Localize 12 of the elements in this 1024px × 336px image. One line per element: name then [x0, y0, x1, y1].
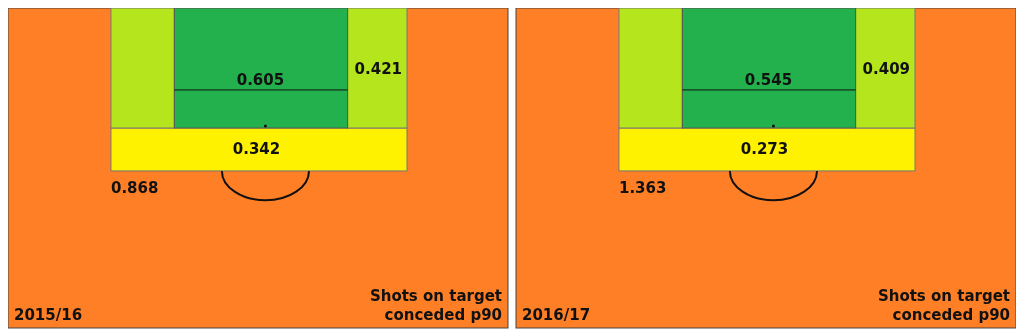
data-label: 0.342: [232, 140, 281, 159]
data-label: 0.868: [110, 179, 159, 198]
data-label: 0.273: [740, 140, 789, 159]
data-label: 1.363: [618, 179, 667, 198]
data-label: 0.409: [862, 60, 911, 79]
text: Shots on target conceded p90: [877, 287, 1010, 324]
text: 2015/16: [14, 306, 83, 324]
text: 2016/17: [522, 306, 591, 324]
text: Shots on target conceded p90: [369, 287, 502, 324]
data-label: 0.605: [236, 71, 285, 90]
data-label: 0.421: [354, 60, 403, 79]
data-label: 0.545: [744, 71, 793, 90]
